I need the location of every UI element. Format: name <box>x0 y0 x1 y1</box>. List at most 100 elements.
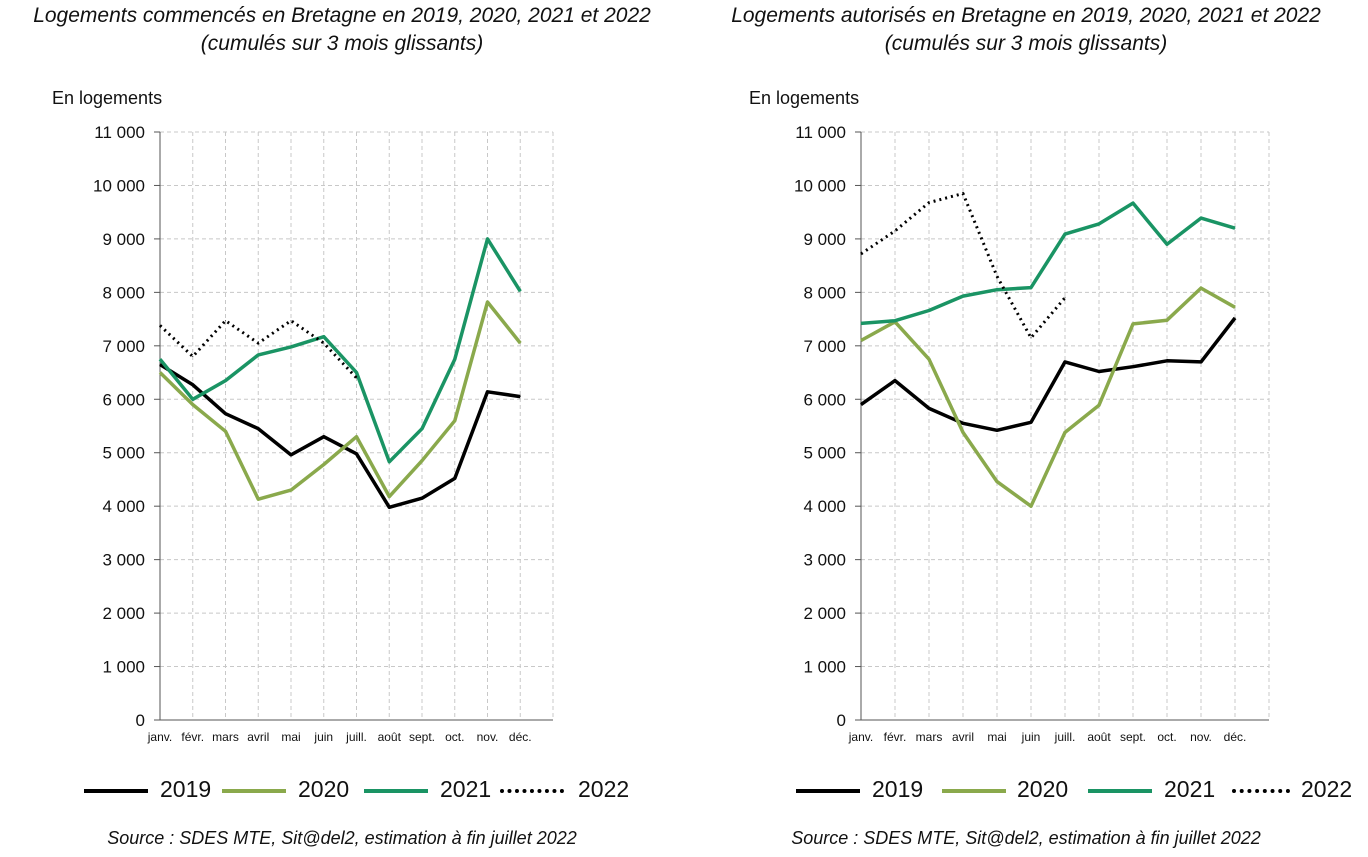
data-point-2022 <box>356 377 357 379</box>
data-point-2021 <box>1200 217 1202 219</box>
source-note: Source : SDES MTE, Sit@del2, estimation … <box>107 828 577 848</box>
y-tick-label: 6 000 <box>102 390 145 409</box>
series-line-2019 <box>159 363 521 510</box>
data-point-2019 <box>421 497 423 499</box>
data-point-2019 <box>323 436 325 438</box>
legend-label-2022: 2022 <box>578 776 630 802</box>
y-tick-label: 3 000 <box>803 551 846 570</box>
x-tick-label: oct. <box>1157 730 1176 744</box>
data-point-2019 <box>454 477 456 479</box>
x-tick-label: mars <box>212 730 239 744</box>
data-point-2019 <box>1234 317 1236 319</box>
x-tick-label: mai <box>987 730 1006 744</box>
data-point-2020 <box>257 498 259 500</box>
data-point-2022 <box>225 320 226 322</box>
chart-subtitle: (cumulés sur 3 mois glissants) <box>884 32 1168 55</box>
y-axis-label: En logements <box>749 88 860 108</box>
line-chart-autorises: 0 1 000 2 000 3 000 4 000 5 000 6 000 7 000 8 00… <box>794 123 1270 744</box>
x-tick-label: févr. <box>181 730 204 744</box>
chart-legend: 2019 2020 2021 2022 <box>684 772 1368 808</box>
data-point-2021 <box>388 461 390 463</box>
data-point-2021 <box>962 295 964 297</box>
x-tick-label: juin <box>313 730 333 744</box>
data-point-2019 <box>1132 366 1134 368</box>
chart-title: Logements autorisés en Bretagne en 2019,… <box>684 2 1368 58</box>
legend-swatch-2022 <box>1232 789 1290 793</box>
x-tick-label: avril <box>952 730 974 744</box>
legend-swatch-2019 <box>796 789 860 793</box>
data-point-2020 <box>487 301 488 303</box>
data-point-2020 <box>1132 323 1134 325</box>
x-tick-label: sept. <box>1120 730 1146 744</box>
y-tick-label: 4 000 <box>102 497 145 516</box>
data-point-2022 <box>192 356 194 358</box>
y-tick-label: 4 000 <box>803 497 846 516</box>
x-tick-label: nov. <box>1190 730 1212 744</box>
data-point-2021 <box>257 354 259 356</box>
data-point-2021 <box>356 372 357 374</box>
data-point-2019 <box>1064 361 1066 363</box>
x-tick-label: févr. <box>884 730 907 744</box>
y-tick-label: 0 <box>837 711 846 730</box>
data-point-2020 <box>159 372 161 374</box>
data-point-2022 <box>1064 297 1066 299</box>
data-point-2022 <box>996 275 998 277</box>
y-tick-label: 8 000 <box>102 283 145 302</box>
data-point-2021 <box>192 398 194 400</box>
y-tick-label: 0 <box>136 711 145 730</box>
data-point-2021 <box>519 290 521 292</box>
chart-title-main: Logements commencés en Bretagne en 2019,… <box>33 4 651 27</box>
x-tick-label: juill. <box>1054 730 1076 744</box>
x-tick-label: mars <box>916 730 943 744</box>
x-tick-label: août <box>1087 730 1111 744</box>
source-note: Source : SDES MTE, Sit@del2, estimation … <box>791 828 1261 848</box>
series-line-2021 <box>860 201 1236 326</box>
data-point-2021 <box>159 358 161 360</box>
series-line-2021 <box>158 237 522 464</box>
data-point-2020 <box>1200 287 1202 289</box>
data-point-2019 <box>962 422 964 424</box>
data-point-2019 <box>290 454 292 456</box>
data-point-2021 <box>1234 227 1236 229</box>
legend-swatch-2021 <box>364 789 428 793</box>
y-tick-label: 11 000 <box>94 123 145 142</box>
data-point-2020 <box>519 342 521 344</box>
data-point-2020 <box>860 339 862 341</box>
data-point-2020 <box>454 420 456 422</box>
y-tick-label: 10 000 <box>93 176 145 195</box>
chart-panel-autorises: Logements autorisés en Bretagne en 2019,… <box>684 0 1368 857</box>
data-point-2021 <box>225 380 226 382</box>
data-point-2021 <box>454 358 456 360</box>
legend-label-2021: 2021 <box>440 776 492 802</box>
data-point-2019 <box>1200 361 1202 363</box>
data-point-2021 <box>1132 202 1134 204</box>
data-point-2020 <box>928 358 930 360</box>
legend-swatch-2019 <box>84 789 148 793</box>
data-point-2020 <box>192 404 194 406</box>
y-tick-label: 5 000 <box>102 444 145 463</box>
data-point-2021 <box>996 289 998 291</box>
y-tick-label: 1 000 <box>102 658 145 677</box>
legend-label-2021: 2021 <box>1164 776 1216 802</box>
data-point-2020 <box>1166 319 1168 321</box>
x-tick-label: nov. <box>477 730 499 744</box>
y-tick-label: 1 000 <box>803 658 846 677</box>
y-tick-label: 8 000 <box>803 283 846 302</box>
data-point-2020 <box>388 496 390 498</box>
data-point-2022 <box>159 325 161 327</box>
x-tick-label: janv. <box>848 730 873 744</box>
data-point-2020 <box>962 431 964 433</box>
data-point-2020 <box>323 463 325 465</box>
y-tick-label: 7 000 <box>803 337 846 356</box>
data-point-2020 <box>421 460 423 462</box>
data-point-2021 <box>928 310 930 312</box>
data-point-2019 <box>159 364 161 366</box>
chart-subtitle: (cumulés sur 3 mois glissants) <box>200 32 484 55</box>
y-tick-label: 10 000 <box>794 176 846 195</box>
x-tick-label: août <box>378 730 402 744</box>
x-tick-label: juin <box>1021 730 1041 744</box>
series-line-2020 <box>860 286 1236 508</box>
data-point-2020 <box>1098 404 1100 406</box>
legend-label-2019: 2019 <box>872 776 924 802</box>
data-point-2019 <box>225 413 226 415</box>
